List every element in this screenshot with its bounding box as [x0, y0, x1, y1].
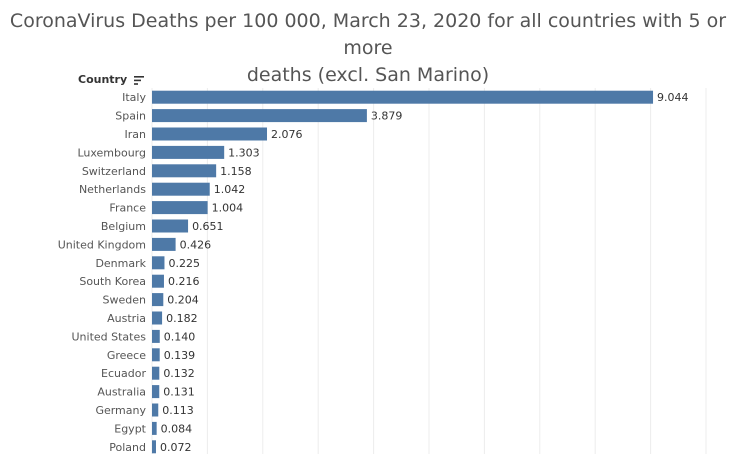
value-label: 1.004: [212, 202, 244, 215]
value-label: 9.044: [657, 91, 689, 104]
category-label: Ecuador: [101, 367, 146, 380]
value-label: 0.113: [162, 404, 194, 417]
category-label: France: [109, 202, 146, 215]
category-label: United States: [72, 330, 147, 343]
category-label: Poland: [109, 441, 146, 454]
value-label: 0.225: [168, 257, 200, 270]
value-label: 0.651: [192, 220, 224, 233]
bar: [152, 274, 164, 288]
value-label: 3.879: [371, 110, 403, 123]
bar: [152, 145, 225, 159]
bar: [152, 348, 160, 362]
bar: [152, 219, 189, 233]
chart-title: CoronaVirus Deaths per 100 000, March 23…: [0, 8, 736, 89]
bar: [152, 421, 157, 435]
value-label: 0.132: [163, 367, 195, 380]
category-label: United Kingdom: [58, 238, 146, 251]
bar: [152, 440, 156, 454]
value-label: 0.182: [166, 312, 198, 325]
bar: [152, 403, 159, 417]
category-label: Sweden: [103, 294, 146, 307]
category-label: Luxembourg: [77, 146, 146, 159]
value-label: 0.140: [164, 330, 196, 343]
bar: [152, 109, 367, 123]
category-label: Australia: [97, 386, 146, 399]
value-label: 1.158: [220, 165, 252, 178]
category-label: Iran: [125, 128, 147, 141]
country-axis-header[interactable]: Country: [78, 73, 145, 86]
value-label: 1.042: [214, 183, 246, 196]
category-label: Switzerland: [82, 165, 146, 178]
bar: [152, 182, 210, 196]
category-label: Germany: [95, 404, 146, 417]
value-label: 0.131: [163, 386, 195, 399]
category-label: Denmark: [95, 257, 146, 270]
bar: [152, 237, 176, 251]
bar: [152, 329, 160, 343]
bar: [152, 311, 163, 325]
sort-descending-icon[interactable]: [134, 75, 145, 85]
chart-title-line-2: deaths (excl. San Marino): [246, 64, 490, 86]
category-label: Belgium: [101, 220, 146, 233]
category-label: Spain: [115, 110, 146, 123]
category-label: Greece: [107, 349, 146, 362]
chart-title-line-1: CoronaVirus Deaths per 100 000, March 23…: [9, 10, 727, 59]
category-label: Egypt: [114, 422, 146, 435]
bar: [152, 90, 654, 104]
value-label: 2.076: [271, 128, 303, 141]
bar: [152, 366, 160, 380]
bar: [152, 385, 160, 399]
bar: [152, 201, 208, 215]
value-label: 0.204: [167, 294, 199, 307]
country-axis-header-label: Country: [78, 73, 128, 86]
category-label: Netherlands: [79, 183, 146, 196]
value-label: 0.426: [180, 238, 212, 251]
category-label: South Korea: [79, 275, 146, 288]
bar: [152, 256, 165, 270]
bar: [152, 164, 217, 178]
category-label: Austria: [107, 312, 146, 325]
value-label: 0.216: [168, 275, 200, 288]
value-label: 0.072: [160, 441, 192, 454]
bar: [152, 127, 268, 141]
bar: [152, 293, 164, 307]
value-label: 0.139: [164, 349, 196, 362]
value-label: 0.084: [161, 422, 193, 435]
category-label: Italy: [122, 91, 146, 104]
value-label: 1.303: [228, 146, 260, 159]
